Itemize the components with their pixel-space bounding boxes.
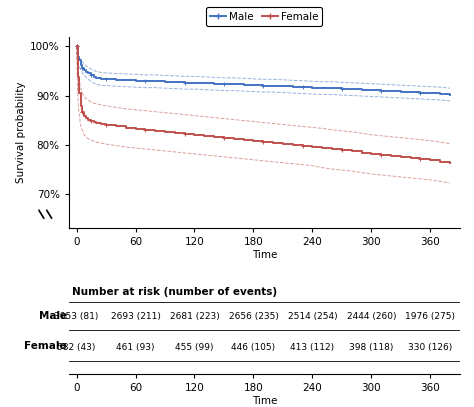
Text: 2656 (235): 2656 (235) (228, 312, 278, 321)
Text: 2681 (223): 2681 (223) (170, 312, 219, 321)
Y-axis label: Survival probability: Survival probability (16, 81, 26, 183)
Text: 2693 (211): 2693 (211) (110, 312, 161, 321)
Text: 413 (112): 413 (112) (291, 343, 335, 352)
Text: Number at risk (number of events): Number at risk (number of events) (72, 287, 277, 297)
Text: 3053 (81): 3053 (81) (55, 312, 99, 321)
Text: 2514 (254): 2514 (254) (288, 312, 337, 321)
Text: 446 (105): 446 (105) (231, 343, 275, 352)
Text: 2444 (260): 2444 (260) (346, 312, 396, 321)
Text: 455 (99): 455 (99) (175, 343, 214, 352)
X-axis label: Time: Time (252, 396, 277, 406)
Text: Male: Male (38, 311, 67, 321)
Text: Female: Female (24, 341, 67, 352)
X-axis label: Time: Time (252, 250, 277, 260)
Legend: Male, Female: Male, Female (206, 7, 322, 26)
Text: 461 (93): 461 (93) (116, 343, 155, 352)
Text: 1976 (275): 1976 (275) (405, 312, 456, 321)
Text: 398 (118): 398 (118) (349, 343, 393, 352)
Text: 582 (43): 582 (43) (57, 343, 96, 352)
Text: 330 (126): 330 (126) (408, 343, 452, 352)
